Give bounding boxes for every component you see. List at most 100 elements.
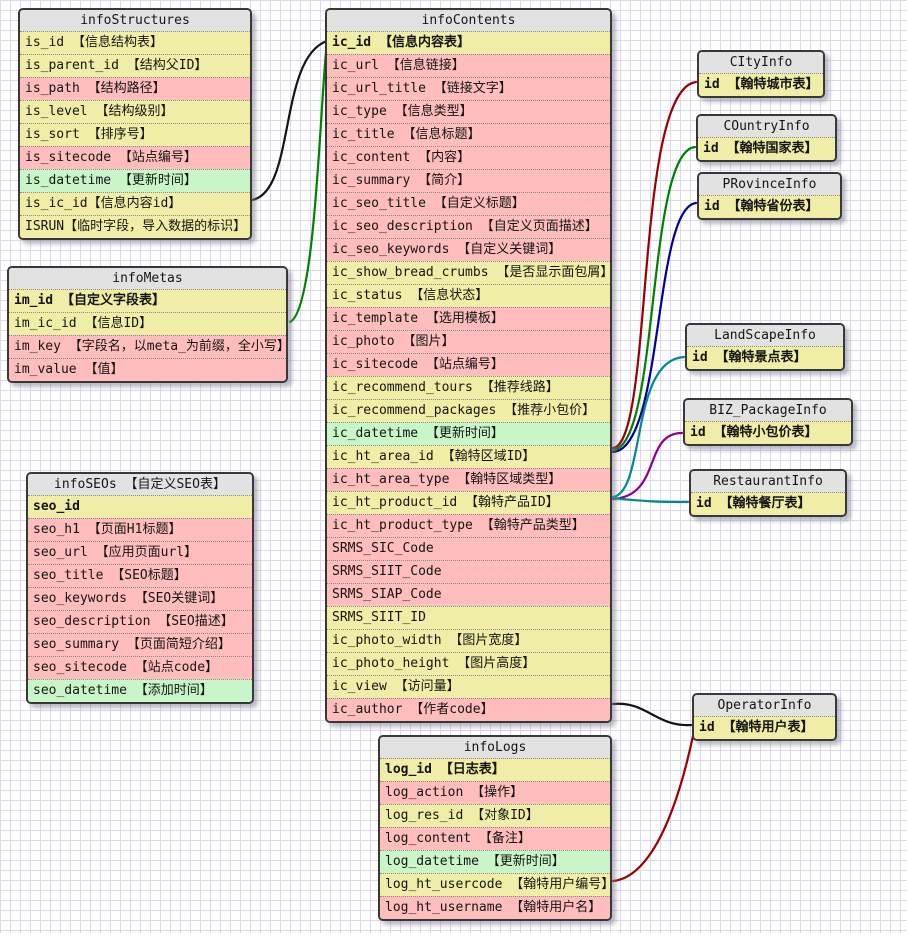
field-row[interactable]: seo_keywords 【SEO关键词】 [28, 587, 252, 610]
relationship-infoContents-ic_author-to-OperatorInfo-id[interactable] [611, 702, 693, 727]
field-row[interactable]: log_ht_username 【翰特用户名】 [380, 896, 610, 919]
table-title-COuntryInfo[interactable]: COuntryInfo [698, 116, 835, 137]
table-title-infoStructures[interactable]: infoStructures [20, 10, 250, 31]
field-row[interactable]: SRMS_SIAP_Code [327, 583, 610, 606]
field-row[interactable]: seo_summary 【页面简短介绍】 [28, 633, 252, 656]
field-row[interactable]: log_res_id 【对象ID】 [380, 804, 610, 827]
relationship-infoStructures-is_ic_id-to-infoContents-ic_id[interactable] [250, 39, 329, 202]
field-row[interactable]: ic_url 【信息链接】 [327, 54, 610, 77]
field-row[interactable]: ic_show_bread_crumbs 【是否显示面包屑】 [327, 261, 610, 284]
field-row[interactable]: ic_status 【信息状态】 [327, 284, 610, 307]
field-row[interactable]: im_key 【字段名，以meta_为前缀，全小写】 [9, 335, 286, 358]
field-row[interactable]: seo_description 【SEO描述】 [28, 610, 252, 633]
field-row[interactable]: log_id 【日志表】 [380, 758, 610, 781]
table-title-PRovinceInfo[interactable]: PRovinceInfo [699, 174, 840, 195]
field-row[interactable]: ic_content 【内容】 [327, 146, 610, 169]
field-row[interactable]: ic_seo_keywords 【自定义关键词】 [327, 238, 610, 261]
field-row[interactable]: seo_datetime 【添加时间】 [28, 679, 252, 702]
field-row[interactable]: log_content 【备注】 [380, 827, 610, 850]
relationship-infoContents-ic_ht_product_id-to-LandScapeInfo-id[interactable] [611, 355, 686, 499]
table-infoSEOs[interactable]: infoSEOs 【自定义SEO表】 seo_id seo_h1 【页面H1标题】 s… [26, 472, 254, 704]
table-title-infoMetas[interactable]: infoMetas [9, 268, 286, 289]
field-row[interactable]: is_sitecode 【站点编号】 [20, 146, 250, 169]
field-row[interactable]: id 【翰特餐厅表】 [691, 492, 845, 515]
table-title-RestaurantInfo[interactable]: RestaurantInfo [691, 471, 845, 492]
relationship-infoContents-ic_ht_area_id-to-CItyInfo-id[interactable] [611, 80, 698, 450]
field-row[interactable]: is_id 【信息结构表】 [20, 31, 250, 54]
field-row[interactable]: id 【翰特城市表】 [699, 73, 823, 96]
field-row[interactable]: ISRUN【临时字段，导入数据的标识】 [20, 215, 250, 238]
field-row[interactable]: is_datetime 【更新时间】 [20, 169, 250, 192]
table-infoStructures[interactable]: infoStructures is_id 【信息结构表】 is_parent_id … [18, 8, 252, 240]
table-title-LandScapeInfo[interactable]: LandScapeInfo [687, 325, 843, 346]
relationship-infoMetas-im_ic_id-to-infoContents-ic_id[interactable] [288, 40, 329, 324]
field-row[interactable]: ic_recommend_tours 【推荐线路】 [327, 376, 610, 399]
table-CItyInfo[interactable]: CItyInfo id 【翰特城市表】 [697, 50, 825, 98]
table-infoLogs[interactable]: infoLogs log_id 【日志表】 log_action 【操作】 log_r… [378, 735, 612, 921]
field-row[interactable]: ic_type 【信息类型】 [327, 100, 610, 123]
field-row[interactable]: ic_photo_height 【图片高度】 [327, 652, 610, 675]
field-row[interactable]: log_datetime 【更新时间】 [380, 850, 610, 873]
field-row[interactable]: ic_id 【信息内容表】 [327, 31, 610, 54]
field-row[interactable]: ic_author 【作者code】 [327, 698, 610, 721]
field-row[interactable]: seo_url 【应用页面url】 [28, 541, 252, 564]
table-infoContents[interactable]: infoContents ic_id 【信息内容表】 ic_url 【信息链接】 ic… [325, 8, 612, 723]
relationship-infoLogs-log_ht_usercode-to-OperatorInfo-id[interactable] [611, 734, 695, 883]
table-title-infoLogs[interactable]: infoLogs [380, 737, 610, 758]
table-title-infoSEOs[interactable]: infoSEOs 【自定义SEO表】 [28, 474, 252, 495]
field-row[interactable]: SRMS_SIIT_ID [327, 606, 610, 629]
field-row[interactable]: log_action 【操作】 [380, 781, 610, 804]
table-OperatorInfo[interactable]: OperatorInfo id 【翰特用户表】 [692, 693, 837, 741]
field-row[interactable]: ic_ht_area_type 【翰特区域类型】 [327, 468, 610, 491]
relationship-infoContents-ic_ht_product_id-to-RestaurantInfo-id[interactable] [611, 496, 690, 504]
field-row[interactable]: im_value 【值】 [9, 358, 286, 381]
field-row[interactable]: ic_sitecode 【站点编号】 [327, 353, 610, 376]
table-PRovinceInfo[interactable]: PRovinceInfo id 【翰特省份表】 [697, 172, 842, 220]
field-row[interactable]: ic_recommend_packages 【推荐小包价】 [327, 399, 610, 422]
field-row[interactable]: ic_ht_product_id 【翰特产品ID】 [327, 491, 610, 514]
field-row[interactable]: log_ht_usercode 【翰特用户编号】 [380, 873, 610, 896]
field-row[interactable]: id 【翰特国家表】 [698, 137, 835, 160]
field-row[interactable]: is_level 【结构级别】 [20, 100, 250, 123]
field-row[interactable]: SRMS_SIC_Code [327, 537, 610, 560]
field-row[interactable]: ic_datetime 【更新时间】 [327, 422, 610, 445]
table-BIZ_PackageInfo[interactable]: BIZ_PackageInfo id 【翰特小包价表】 [683, 398, 853, 446]
table-title-BIZ_PackageInfo[interactable]: BIZ_PackageInfo [685, 400, 851, 421]
field-row[interactable]: ic_summary 【简介】 [327, 169, 610, 192]
field-row[interactable]: seo_title 【SEO标题】 [28, 564, 252, 587]
field-row[interactable]: ic_title 【信息标题】 [327, 123, 610, 146]
table-LandScapeInfo[interactable]: LandScapeInfo id 【翰特景点表】 [685, 323, 845, 371]
field-row[interactable]: ic_url_title 【链接文字】 [327, 77, 610, 100]
field-row[interactable]: ic_seo_title 【自定义标题】 [327, 192, 610, 215]
field-row[interactable]: SRMS_SIIT_Code [327, 560, 610, 583]
table-RestaurantInfo[interactable]: RestaurantInfo id 【翰特餐厅表】 [689, 469, 847, 517]
field-row[interactable]: im_ic_id 【信息ID】 [9, 312, 286, 335]
table-title-OperatorInfo[interactable]: OperatorInfo [694, 695, 835, 716]
field-row[interactable]: is_ic_id【信息内容id】 [20, 192, 250, 215]
field-row[interactable]: id 【翰特小包价表】 [685, 421, 851, 444]
field-row[interactable]: is_parent_id 【结构父ID】 [20, 54, 250, 77]
field-row[interactable]: ic_seo_description 【自定义页面描述】 [327, 215, 610, 238]
field-row[interactable]: seo_id [28, 495, 252, 518]
table-COuntryInfo[interactable]: COuntryInfo id 【翰特国家表】 [696, 114, 837, 162]
field-row[interactable]: ic_view 【访问量】 [327, 675, 610, 698]
relationship-infoContents-ic_ht_area_id-to-PRovinceInfo-id[interactable] [611, 201, 698, 454]
field-row[interactable]: id 【翰特省份表】 [699, 195, 840, 218]
field-row[interactable]: seo_sitecode 【站点code】 [28, 656, 252, 679]
relationship-infoContents-ic_ht_area_id-to-COuntryInfo-id[interactable] [611, 145, 697, 452]
field-row[interactable]: ic_template 【选用模板】 [327, 307, 610, 330]
field-row[interactable]: ic_ht_product_type 【翰特产品类型】 [327, 514, 610, 537]
field-row[interactable]: seo_h1 【页面H1标题】 [28, 518, 252, 541]
table-title-CItyInfo[interactable]: CItyInfo [699, 52, 823, 73]
relationship-infoContents-ic_ht_product_id-to-BIZ_PackageInfo-id[interactable] [611, 431, 684, 501]
field-row[interactable]: id 【翰特景点表】 [687, 346, 843, 369]
field-row[interactable]: im_id 【自定义字段表】 [9, 289, 286, 312]
field-row[interactable]: ic_photo_width 【图片宽度】 [327, 629, 610, 652]
field-row[interactable]: ic_ht_area_id 【翰特区域ID】 [327, 445, 610, 468]
field-row[interactable]: is_sort 【排序号】 [20, 123, 250, 146]
field-row[interactable]: ic_photo 【图片】 [327, 330, 610, 353]
table-infoMetas[interactable]: infoMetas im_id 【自定义字段表】 im_ic_id 【信息ID】 im… [7, 266, 288, 383]
field-row[interactable]: id 【翰特用户表】 [694, 716, 835, 739]
table-title-infoContents[interactable]: infoContents [327, 10, 610, 31]
field-row[interactable]: is_path 【结构路径】 [20, 77, 250, 100]
